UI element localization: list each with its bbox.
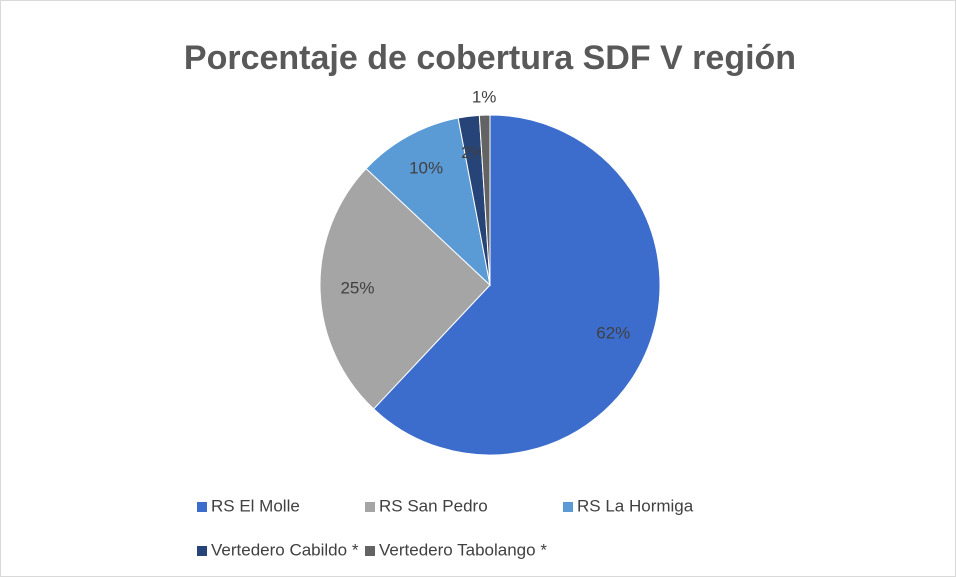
data-label: 62% (596, 323, 630, 342)
legend-swatch (365, 546, 375, 556)
data-label: 25% (340, 279, 374, 298)
legend-label: RS San Pedro (379, 496, 488, 515)
legend-swatch (563, 502, 573, 512)
chart-title: Porcentaje de cobertura SDF V región (184, 39, 796, 77)
data-label: 10% (409, 158, 443, 177)
data-label: 2% (461, 143, 486, 162)
legend-swatch (197, 502, 207, 512)
legend-label: Vertedero Tabolango * (379, 540, 547, 559)
legend-label: RS La Hormiga (577, 496, 694, 515)
pie-slice (478, 114, 491, 286)
legend-swatch (365, 502, 375, 512)
pie-slice (372, 114, 661, 456)
legend-label: Vertedero Cabildo * (211, 540, 359, 559)
pie-slice (319, 167, 491, 410)
legend-swatch (197, 546, 207, 556)
pie-slice (365, 117, 491, 287)
data-label: 1% (472, 88, 497, 107)
legend-label: RS El Molle (211, 496, 300, 515)
